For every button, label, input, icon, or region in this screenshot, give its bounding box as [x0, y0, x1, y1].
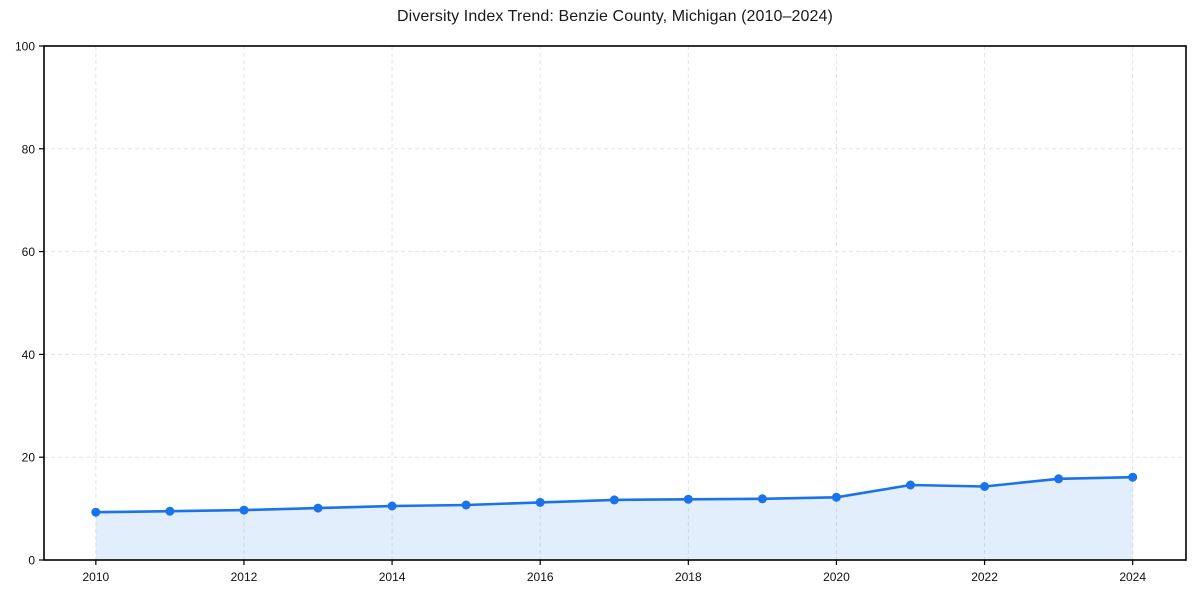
data-point-marker: [387, 501, 397, 511]
plot-border: [43, 45, 1187, 561]
series-area-fill: [95, 477, 1133, 560]
chart-title: Diversity Index Trend: Benzie County, Mi…: [397, 8, 833, 25]
data-point-marker: [906, 480, 915, 490]
tick-marks: [39, 45, 1134, 565]
x-tick-label: 2024: [1119, 570, 1146, 584]
data-point-marker: [609, 495, 619, 505]
x-tick-label: 2010: [82, 570, 109, 584]
data-point-marker: [91, 507, 101, 517]
x-tick-label: 2014: [379, 570, 406, 584]
x-tick-label: 2012: [231, 570, 258, 584]
y-tick-label: 80: [22, 142, 36, 156]
y-tick-label: 0: [28, 554, 35, 568]
data-point-marker: [1054, 474, 1064, 484]
y-tick-label: 20: [22, 451, 36, 465]
data-point-marker: [683, 494, 693, 504]
data-point-marker: [165, 506, 175, 516]
data-point-marker: [535, 497, 545, 507]
y-tick-label: 60: [22, 245, 36, 259]
data-point-marker: [980, 482, 990, 491]
series-markers: [91, 472, 1138, 517]
data-point-marker: [1128, 472, 1138, 482]
x-tick-label: 2018: [675, 570, 702, 584]
x-tick-label: 2016: [527, 570, 554, 584]
data-point-marker: [313, 503, 323, 513]
y-tick-label: 40: [22, 348, 36, 362]
x-tick-label: 2022: [971, 570, 998, 584]
gridlines: [44, 46, 1186, 560]
data-point-marker: [757, 494, 767, 504]
data-point-marker: [831, 492, 841, 502]
x-tick-label: 2020: [823, 570, 850, 584]
data-point-marker: [239, 505, 249, 515]
y-tick-label: 100: [15, 40, 35, 54]
data-point-marker: [461, 500, 471, 510]
